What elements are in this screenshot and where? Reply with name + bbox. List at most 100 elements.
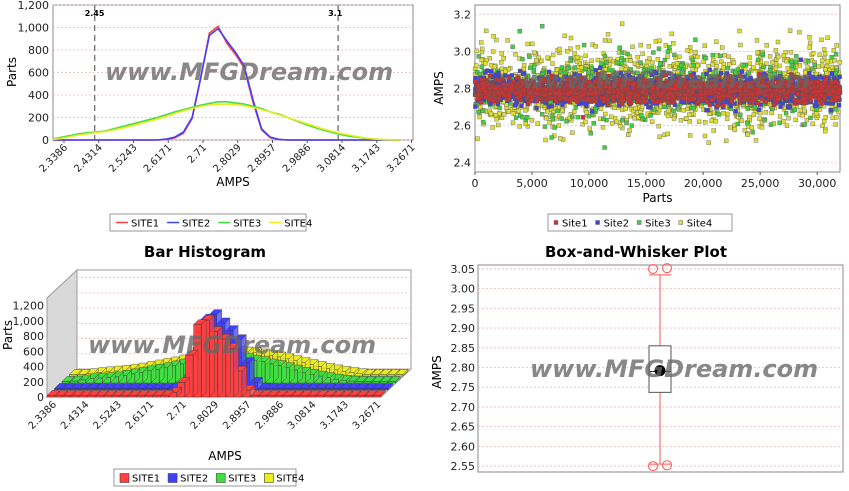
scatter-point [731,60,737,65]
scatter-point [642,99,648,105]
scatter-point [747,55,752,60]
scatter-point [817,52,822,57]
x-tick-label: 2.71 [186,142,210,166]
scatter-point [557,46,562,52]
legend-swatch [678,220,683,225]
scatter-point [514,85,519,91]
scatter-point [665,54,670,59]
scatter-point [513,115,519,120]
scatter-point [669,31,674,37]
scatter-point [639,113,644,118]
scatter-point [532,50,537,55]
scatter-point [831,48,837,53]
scatter-point [568,97,573,102]
x-axis-title: AMPS [216,175,249,189]
scatter-point [490,125,495,130]
scatter-point [819,101,824,106]
scatter-point [833,122,838,127]
scatter-point [714,39,719,44]
scatter-point [687,112,692,117]
scatter-point [818,85,824,90]
scatter-point [598,106,604,111]
scatter-point [655,99,660,104]
scatter-point [692,96,697,101]
y-tick-label: 2.6 [454,120,472,133]
scatter-point [568,35,574,41]
scatter-point [540,112,545,117]
legend-frame [109,213,307,232]
scatter-point [721,110,726,116]
scatter-point [656,123,661,129]
scatter-point [784,58,789,64]
x-tick-label: 2.8957 [246,142,279,175]
scatter-point [534,58,539,63]
scatter-point [832,58,837,63]
legend-swatch [553,220,559,225]
scatter-point [690,57,695,62]
scatter-point [570,130,575,135]
scatter-point [625,51,630,57]
scatter-point [513,52,518,57]
scatter-point [615,60,620,65]
scatter-point [481,119,486,125]
scatter-point [608,56,613,62]
x-tick-label: 3.0814 [316,142,349,175]
scatter-point [612,116,618,121]
scatter-point [499,60,504,65]
scatter-point [823,79,828,84]
y-tick-label: 800 [28,44,49,57]
scatter-point [671,41,676,46]
scatter-point [781,53,786,58]
x-tick-label: 2.4314 [72,142,105,175]
scatter-point [606,102,611,107]
scatter-point [832,79,838,84]
scatter-point [742,127,748,133]
scatter-point [681,108,686,113]
scatter-point [704,99,709,104]
scatter-point [721,103,726,108]
x-tick-label: 25,000 [741,177,780,190]
y-tick-label: 400 [28,89,49,102]
scatter-point [632,115,637,121]
scatter-point [547,120,552,125]
scatter-point [480,46,485,52]
scatter-point [572,51,577,56]
scatter-point [792,97,797,103]
scatter-point [650,60,655,65]
scatter-point [756,107,762,112]
scatter-point [583,53,588,58]
scatter-point [724,138,729,144]
series-line [52,101,401,141]
scatter-point [534,98,540,103]
scatter-point [586,114,592,119]
scatter-point [737,96,742,101]
scatter-point [829,55,834,60]
series-line [52,103,401,141]
scatter-point [783,111,789,116]
scatter-point [687,133,693,138]
scatter-point [549,96,554,101]
scatter-point [733,109,738,114]
scatter-point [691,105,696,111]
scatter-point [610,94,616,99]
y-tick-label: 2.4 [454,157,472,170]
scatter-point [550,61,555,66]
scatter-point [595,57,601,63]
scatter-point [833,71,839,76]
scatter-point [568,46,573,51]
x-tick-label: 2.5243 [107,142,140,175]
scatter-point [607,62,613,67]
scatter-point [483,89,488,94]
scatter-point [677,54,682,59]
scatter-point [833,52,839,57]
scatter-point [540,24,545,29]
scatter-point [638,42,643,48]
scatter-point [649,65,654,70]
legend-label: SITE4 [284,219,312,230]
legend-label: SITE2 [182,219,210,230]
scatter-point [763,110,769,115]
x-axis-title: Parts [643,191,673,205]
scatter-point [497,105,502,111]
scatter-point [496,73,501,79]
scatter-point [479,64,484,69]
